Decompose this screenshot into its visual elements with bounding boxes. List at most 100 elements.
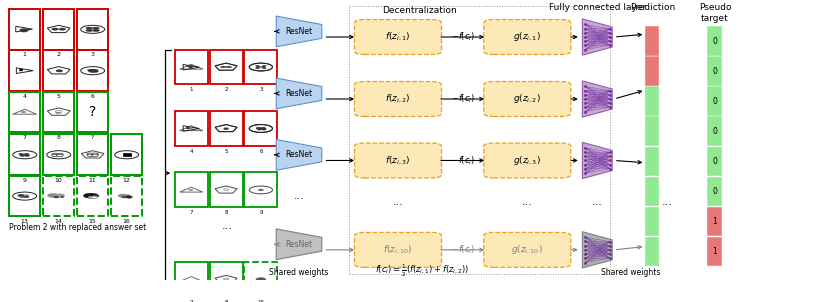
Circle shape (92, 195, 99, 197)
Circle shape (227, 66, 232, 68)
Circle shape (126, 195, 131, 197)
Bar (209, 262, 242, 297)
Text: 8: 8 (224, 300, 227, 302)
Bar (646, 236, 660, 266)
FancyBboxPatch shape (354, 20, 442, 54)
Circle shape (224, 128, 228, 130)
Text: ResNet: ResNet (286, 150, 313, 159)
Circle shape (188, 128, 193, 129)
Bar (9, 50, 41, 91)
Circle shape (93, 29, 100, 32)
Text: 15: 15 (89, 219, 96, 224)
Polygon shape (276, 140, 322, 170)
Text: 8: 8 (224, 210, 227, 215)
Bar (707, 177, 722, 206)
Text: 7: 7 (189, 300, 193, 302)
Text: 2: 2 (224, 87, 227, 92)
Bar (174, 111, 208, 146)
Text: 12: 12 (123, 178, 130, 183)
Bar (646, 177, 660, 206)
Polygon shape (583, 142, 613, 178)
Bar (43, 176, 75, 216)
Circle shape (93, 27, 100, 29)
Circle shape (262, 68, 266, 69)
Text: $-f(c_i)$: $-f(c_i)$ (451, 154, 475, 167)
Bar (9, 92, 41, 132)
Circle shape (51, 154, 58, 157)
Polygon shape (583, 81, 613, 117)
Circle shape (19, 70, 22, 71)
Circle shape (22, 29, 29, 31)
Circle shape (61, 197, 64, 198)
Text: $f(z_{i,3})$: $f(z_{i,3})$ (385, 154, 411, 167)
Circle shape (87, 153, 94, 155)
Text: $g(z_{i,2})$: $g(z_{i,2})$ (513, 93, 541, 105)
Circle shape (54, 196, 59, 198)
Text: 0: 0 (712, 37, 717, 46)
Text: 10: 10 (55, 178, 62, 183)
Circle shape (86, 27, 93, 29)
Circle shape (24, 196, 29, 198)
Bar (209, 111, 242, 146)
Text: 3: 3 (259, 87, 262, 92)
Polygon shape (583, 232, 613, 268)
Circle shape (256, 128, 261, 129)
Bar (123, 153, 131, 156)
Bar (9, 9, 41, 50)
Circle shape (256, 278, 266, 281)
Circle shape (56, 154, 63, 157)
Bar (174, 172, 208, 207)
Bar (9, 176, 41, 216)
Circle shape (257, 128, 262, 130)
Bar (77, 50, 109, 91)
Text: $f(z_{i,10})$: $f(z_{i,10})$ (383, 244, 413, 256)
Text: Prediction: Prediction (630, 4, 675, 12)
Circle shape (188, 189, 193, 191)
Text: Pseudo
target: Pseudo target (699, 4, 731, 23)
FancyBboxPatch shape (484, 233, 571, 267)
Circle shape (118, 194, 128, 198)
Circle shape (189, 67, 193, 68)
Bar (9, 134, 41, 175)
Text: 1: 1 (713, 217, 717, 226)
Circle shape (25, 155, 30, 156)
Bar (77, 134, 109, 175)
Text: ResNet: ResNet (286, 27, 313, 36)
Circle shape (125, 196, 132, 198)
Text: ···: ··· (294, 194, 305, 204)
Polygon shape (276, 229, 322, 260)
Text: 9: 9 (22, 178, 27, 183)
Text: Shared weights: Shared weights (601, 268, 660, 277)
Text: 6: 6 (259, 149, 262, 154)
Text: 3: 3 (90, 52, 95, 57)
Circle shape (256, 127, 261, 129)
Bar (646, 146, 660, 176)
Circle shape (24, 153, 29, 155)
Circle shape (223, 189, 228, 190)
Text: ···: ··· (393, 200, 403, 210)
Bar (707, 56, 722, 86)
Bar (707, 236, 722, 266)
Text: 9: 9 (259, 210, 262, 215)
Text: 2: 2 (56, 52, 61, 57)
Circle shape (56, 70, 62, 72)
FancyBboxPatch shape (354, 233, 442, 267)
Text: $g(z_{i,1})$: $g(z_{i,1})$ (513, 31, 541, 43)
Circle shape (188, 66, 193, 68)
Bar (646, 86, 660, 116)
FancyBboxPatch shape (354, 143, 442, 178)
Bar (349, 6, 610, 275)
Circle shape (258, 189, 263, 191)
Circle shape (84, 193, 98, 198)
Bar (43, 134, 75, 175)
Text: ?: ? (89, 105, 96, 119)
Bar (244, 172, 277, 207)
Bar (174, 50, 208, 85)
Text: 7: 7 (189, 210, 193, 215)
Bar (646, 56, 660, 86)
Bar (77, 9, 109, 50)
Polygon shape (583, 19, 613, 55)
Circle shape (256, 66, 261, 68)
Circle shape (21, 30, 27, 32)
Text: $f(z_{i,2})$: $f(z_{i,2})$ (385, 93, 411, 105)
